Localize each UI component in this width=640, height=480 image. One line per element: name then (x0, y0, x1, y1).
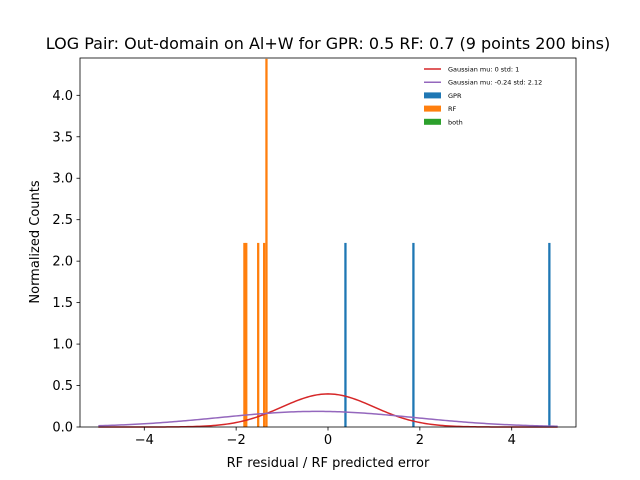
legend-label-gpr: GPR (448, 92, 462, 100)
x-tick-label: 4 (508, 433, 516, 448)
legend-swatch-rf (424, 105, 441, 112)
y-axis: 0.0 0.5 1.0 1.5 2.0 2.5 3.0 3.5 4.0 (52, 89, 80, 436)
y-tick-label: 1.5 (52, 296, 73, 311)
y-tick-label: 1.0 (52, 338, 73, 353)
y-axis-title: Normalized Counts (28, 180, 43, 303)
rf-bar (265, 58, 268, 427)
y-tick-label: 2.0 (52, 255, 73, 270)
y-tick-label: 3.0 (52, 172, 73, 187)
legend-label-gaussian-mu-0-24-std-2-12: Gaussian mu: -0.24 std: 2.12 (448, 79, 542, 87)
rf-bar (243, 242, 246, 427)
legend-swatch-gpr (424, 92, 441, 99)
x-tick-label: −4 (135, 433, 154, 448)
gaussian-mu-0-24-std-2-12-curve (98, 410, 558, 428)
x-axis-title: RF residual / RF predicted error (227, 456, 430, 471)
legend-label-rf: RF (448, 105, 457, 113)
x-tick-label: 0 (324, 433, 332, 448)
legend: Gaussian mu: 0 std: 1 Gaussian mu: -0.24 … (424, 66, 542, 126)
legend-swatch-both (424, 118, 441, 125)
legend-label-both: both (448, 118, 463, 126)
y-tick-label: 2.5 (52, 213, 73, 228)
bars-layer (243, 58, 551, 427)
gpr-bar (412, 242, 415, 427)
rf-bar (263, 242, 266, 427)
rf-bar (257, 242, 260, 427)
y-tick-label: 0.5 (52, 379, 73, 394)
rf-bar (245, 242, 248, 427)
y-tick-label: 3.5 (52, 130, 73, 145)
gpr-bar (344, 242, 347, 427)
chart-title: LOG Pair: Out-domain on Al+W for GPR: 0.… (46, 34, 610, 53)
x-tick-label: −2 (227, 433, 246, 448)
y-tick-label: 4.0 (52, 89, 73, 104)
x-tick-label: 2 (416, 433, 424, 448)
legend-label-gaussian-mu-0-std-1: Gaussian mu: 0 std: 1 (448, 66, 519, 74)
y-tick-label: 0.0 (52, 421, 73, 436)
gpr-bar (548, 242, 551, 427)
x-axis: −4 −2 0 2 4 (135, 427, 516, 448)
